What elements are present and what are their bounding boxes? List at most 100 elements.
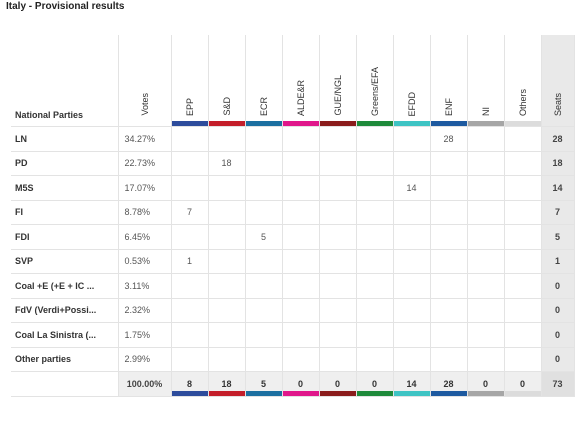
- group-total-value: 0: [482, 379, 488, 389]
- group-seats-cell: [466, 175, 505, 201]
- group-total-cell: 8: [170, 371, 209, 397]
- group-total-cell: 0: [281, 371, 320, 397]
- group-seats-cell: [207, 248, 246, 274]
- group-seats-cell: 1: [170, 248, 209, 274]
- group-seats-cell: 14: [392, 175, 431, 201]
- group-color-bar: [356, 121, 393, 126]
- group-seats-cell: [429, 322, 468, 348]
- group-header-greens-efa[interactable]: Greens/EFA: [355, 35, 394, 127]
- group-seats-cell: [281, 126, 320, 152]
- party-seats: 1: [540, 248, 575, 274]
- group-seats-cell: [503, 224, 542, 250]
- group-seats-cell: [207, 224, 246, 250]
- table-row[interactable]: Coal La Sinistra (... 1.75% 0: [11, 322, 575, 348]
- party-votes: 34.27%: [117, 126, 172, 152]
- party-name: Coal +E (+E + IC ...: [11, 273, 119, 299]
- table-row[interactable]: Other parties 2.99% 0: [11, 346, 575, 372]
- group-header-epp[interactable]: EPP: [170, 35, 209, 127]
- group-header-alde-r[interactable]: ALDE&R: [281, 35, 320, 127]
- party-seats: 14: [540, 175, 575, 201]
- group-seats-cell: [429, 297, 468, 323]
- group-seats-cell: [355, 199, 394, 225]
- group-seats-cell: [170, 346, 209, 372]
- group-seats-cell: [281, 273, 320, 299]
- table-row[interactable]: FI 8.78% 7 7: [11, 199, 575, 225]
- group-seats-cell: [503, 322, 542, 348]
- party-name: FdV (Verdi+Possi...: [11, 297, 119, 323]
- group-seats-cell: [244, 273, 283, 299]
- group-color-bar: [393, 391, 430, 396]
- group-seats-cell: [392, 273, 431, 299]
- group-seats-cell: [392, 126, 431, 152]
- group-seats-cell: [207, 175, 246, 201]
- group-color-bar: [171, 121, 208, 126]
- results-table: National Parties Votes EPP S&D ECR ALDE&R GU…: [11, 35, 575, 397]
- group-seats-cell: [355, 273, 394, 299]
- group-seats-cell: [392, 248, 431, 274]
- group-color-bar: [245, 391, 282, 396]
- group-color-bar: [319, 121, 356, 126]
- table-row[interactable]: M5S 17.07% 14 14: [11, 175, 575, 201]
- party-name: PD: [11, 150, 119, 176]
- table-row[interactable]: PD 22.73% 18 18: [11, 150, 575, 176]
- group-header-s-d[interactable]: S&D: [207, 35, 246, 127]
- group-color-bar: [208, 391, 245, 396]
- group-total-cell: 0: [355, 371, 394, 397]
- group-total-value: 5: [260, 379, 266, 389]
- party-seats: 0: [540, 273, 575, 299]
- total-votes: 100.00%: [117, 371, 172, 397]
- group-seats-cell: [429, 273, 468, 299]
- group-seats-cell: [503, 346, 542, 372]
- group-header-ni[interactable]: NI: [466, 35, 505, 127]
- table-row[interactable]: FdV (Verdi+Possi... 2.32% 0: [11, 297, 575, 323]
- group-seats-cell: [466, 126, 505, 152]
- party-votes: 22.73%: [117, 150, 172, 176]
- party-votes: 2.32%: [117, 297, 172, 323]
- table-row[interactable]: LN 34.27% 28 28: [11, 126, 575, 152]
- group-seats-cell: [466, 199, 505, 225]
- party-votes: 6.45%: [117, 224, 172, 250]
- page-title: Italy - Provisional results: [6, 1, 125, 12]
- group-seats-cell: [281, 297, 320, 323]
- group-header-label: ECR: [258, 96, 269, 116]
- table-row[interactable]: Coal +E (+E + IC ... 3.11% 0: [11, 273, 575, 299]
- totals-row: 100.00% 8 18 5 0 0 0 14 28 0 0 73: [11, 371, 575, 397]
- party-seats: 18: [540, 150, 575, 176]
- group-seats-cell: [355, 150, 394, 176]
- group-seats-cell: 7: [170, 199, 209, 225]
- group-seats-cell: 28: [429, 126, 468, 152]
- group-header-gue-ngl[interactable]: GUE/NGL: [318, 35, 357, 127]
- group-header-label: ALDE&R: [295, 79, 306, 116]
- table-row[interactable]: FDI 6.45% 5 5: [11, 224, 575, 250]
- group-seats-cell: [170, 224, 209, 250]
- group-header-others[interactable]: Others: [503, 35, 542, 127]
- seats-header-label: Seats: [552, 92, 563, 116]
- national-parties-header: National Parties: [11, 35, 118, 127]
- party-name: Coal La Sinistra (...: [11, 322, 119, 348]
- group-seats-cell: [355, 126, 394, 152]
- group-header-enf[interactable]: ENF: [429, 35, 468, 127]
- party-votes: 0.53%: [117, 248, 172, 274]
- seats-column-header[interactable]: Seats: [540, 35, 575, 127]
- group-total-cell: 5: [244, 371, 283, 397]
- table-row[interactable]: SVP 0.53% 1 1: [11, 248, 575, 274]
- group-color-bar: [430, 391, 467, 396]
- group-seats-cell: 5: [244, 224, 283, 250]
- group-seats-cell: [466, 224, 505, 250]
- group-seats-cell: [466, 150, 505, 176]
- group-seats-cell: [281, 322, 320, 348]
- group-seats-cell: [318, 224, 357, 250]
- group-seats-cell: [392, 224, 431, 250]
- group-seats-cell: [207, 199, 246, 225]
- group-header-efdd[interactable]: EFDD: [392, 35, 431, 127]
- group-seats-cell: [503, 297, 542, 323]
- group-seats-cell: [318, 199, 357, 225]
- votes-column-header[interactable]: Votes: [117, 35, 172, 127]
- group-header-ecr[interactable]: ECR: [244, 35, 283, 127]
- group-seats-cell: [170, 322, 209, 348]
- group-color-bar: [282, 121, 319, 126]
- group-seats-cell: 18: [207, 150, 246, 176]
- group-seats-cell: [281, 199, 320, 225]
- group-total-cell: 0: [503, 371, 542, 397]
- group-header-label: S&D: [221, 97, 232, 116]
